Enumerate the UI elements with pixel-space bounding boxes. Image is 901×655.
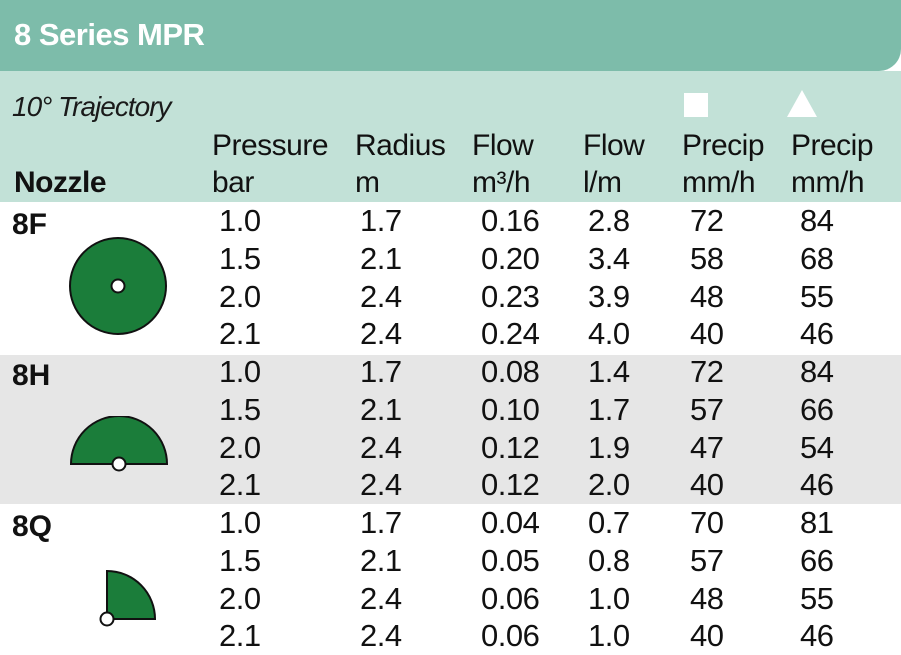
cell-flow-m3h: 0.04 (481, 505, 540, 540)
cell-pressure: 2.0 (219, 429, 261, 465)
nozzle-name: 8F (12, 208, 48, 241)
cell-precip-triangle: 46 (800, 467, 834, 503)
cell-precip-triangle: 81 (800, 505, 834, 540)
cell-flow-m3h: 0.10 (481, 391, 540, 427)
cell-pressure: 1.0 (219, 505, 261, 540)
cell-flow-lm: 2.0 (588, 467, 630, 503)
row-divider (0, 353, 901, 355)
cell-pressure: 1.0 (219, 354, 261, 389)
cell-precip-square: 48 (690, 580, 724, 616)
cell-flow-lm: 1.4 (588, 354, 630, 389)
cell-precip-triangle: 55 (800, 580, 834, 616)
cell-radius: 2.1 (360, 542, 402, 578)
cell-precip-square: 72 (690, 203, 724, 238)
nozzle-name: 8H (12, 359, 51, 392)
cell-precip-square: 57 (690, 542, 724, 578)
cell-flow-lm: 2.8 (588, 203, 630, 238)
cell-precip-square: 72 (690, 354, 724, 389)
cell-pressure: 1.5 (219, 240, 261, 276)
cell-pressure: 2.1 (219, 467, 261, 503)
quarter-circle-icon (99, 565, 161, 632)
nozzle-group-8f: 8F 1.0 1.7 0.16 2.8 72 84 1.5 2.1 0.20 3.4 58 68 2.0 2… (0, 202, 901, 353)
cell-pressure: 1.5 (219, 391, 261, 427)
cell-precip-triangle: 55 (800, 278, 834, 314)
cell-flow-lm: 1.7 (588, 391, 630, 427)
cell-flow-m3h: 0.20 (481, 240, 540, 276)
cell-flow-m3h: 0.08 (481, 354, 540, 389)
cell-flow-m3h: 0.24 (481, 316, 540, 352)
nozzle-group-8q: 8Q 1.0 1.7 0.04 0.7 70 81 1.5 2.1 0.05 0.8 57 66 2.0 2… (0, 504, 901, 655)
nozzle-name: 8Q (12, 510, 53, 543)
cell-flow-m3h: 0.06 (481, 580, 540, 616)
half-circle-icon (69, 415, 169, 477)
cell-precip-square: 48 (690, 278, 724, 314)
col-radius: Radius m (355, 129, 446, 199)
cell-pressure: 2.1 (219, 618, 261, 654)
cell-radius: 1.7 (360, 505, 402, 540)
square-spacing-icon (684, 93, 708, 117)
col-precip-square: Precip mm/h (682, 129, 765, 199)
cell-radius: 2.4 (360, 580, 402, 616)
col-pressure: Pressure bar (212, 129, 329, 199)
cell-precip-square: 40 (690, 618, 724, 654)
cell-radius: 2.4 (360, 467, 402, 503)
cell-precip-square: 47 (690, 429, 724, 465)
cell-pressure: 1.0 (219, 203, 261, 238)
triangle-spacing-icon (787, 90, 817, 117)
cell-radius: 2.4 (360, 618, 402, 654)
cell-precip-square: 57 (690, 391, 724, 427)
cell-radius: 1.7 (360, 354, 402, 389)
cell-flow-m3h: 0.12 (481, 467, 540, 503)
nozzle-group-8h: 8H 1.0 1.7 0.08 1.4 72 84 1.5 2.1 0.10 1.7 57 66 2.0 2… (0, 353, 901, 504)
cell-precip-triangle: 46 (800, 618, 834, 654)
cell-pressure: 2.1 (219, 316, 261, 352)
cell-flow-lm: 0.8 (588, 542, 630, 578)
cell-radius: 2.1 (360, 240, 402, 276)
column-header: 10° Trajectory Nozzle Pressure bar Radius… (0, 71, 901, 202)
full-circle-icon (68, 236, 168, 341)
cell-radius: 2.1 (360, 391, 402, 427)
cell-precip-triangle: 54 (800, 429, 834, 465)
cell-precip-triangle: 66 (800, 391, 834, 427)
cell-precip-triangle: 66 (800, 542, 834, 578)
cell-flow-lm: 3.9 (588, 278, 630, 314)
cell-flow-lm: 4.0 (588, 316, 630, 352)
col-flow-lm: Flow l/m (583, 129, 645, 199)
cell-precip-triangle: 84 (800, 203, 834, 238)
trajectory-label: 10° Trajectory (12, 91, 172, 122)
cell-flow-lm: 1.9 (588, 429, 630, 465)
cell-precip-square: 70 (690, 505, 724, 540)
cell-radius: 1.7 (360, 203, 402, 238)
row-divider (0, 504, 901, 506)
cell-pressure: 2.0 (219, 580, 261, 616)
cell-radius: 2.4 (360, 429, 402, 465)
cell-precip-triangle: 46 (800, 316, 834, 352)
cell-precip-triangle: 68 (800, 240, 834, 276)
cell-flow-lm: 0.7 (588, 505, 630, 540)
cell-flow-m3h: 0.05 (481, 542, 540, 578)
cell-flow-lm: 1.0 (588, 618, 630, 654)
col-precip-triangle: Precip mm/h (791, 129, 874, 199)
cell-precip-triangle: 84 (800, 354, 834, 389)
cell-flow-m3h: 0.06 (481, 618, 540, 654)
table-title: 8 Series MPR (14, 17, 205, 52)
cell-pressure: 1.5 (219, 542, 261, 578)
cell-precip-square: 58 (690, 240, 724, 276)
cell-flow-lm: 3.4 (588, 240, 630, 276)
cell-flow-lm: 1.0 (588, 580, 630, 616)
title-bar: 8 Series MPR (0, 0, 901, 71)
cell-precip-square: 40 (690, 316, 724, 352)
cell-radius: 2.4 (360, 316, 402, 352)
cell-flow-m3h: 0.23 (481, 278, 540, 314)
cell-radius: 2.4 (360, 278, 402, 314)
cell-flow-m3h: 0.16 (481, 203, 540, 238)
cell-flow-m3h: 0.12 (481, 429, 540, 465)
cell-pressure: 2.0 (219, 278, 261, 314)
cell-precip-square: 40 (690, 467, 724, 503)
col-flow-m3h: Flow m³/h (472, 129, 534, 199)
col-nozzle: Nozzle (14, 166, 107, 199)
